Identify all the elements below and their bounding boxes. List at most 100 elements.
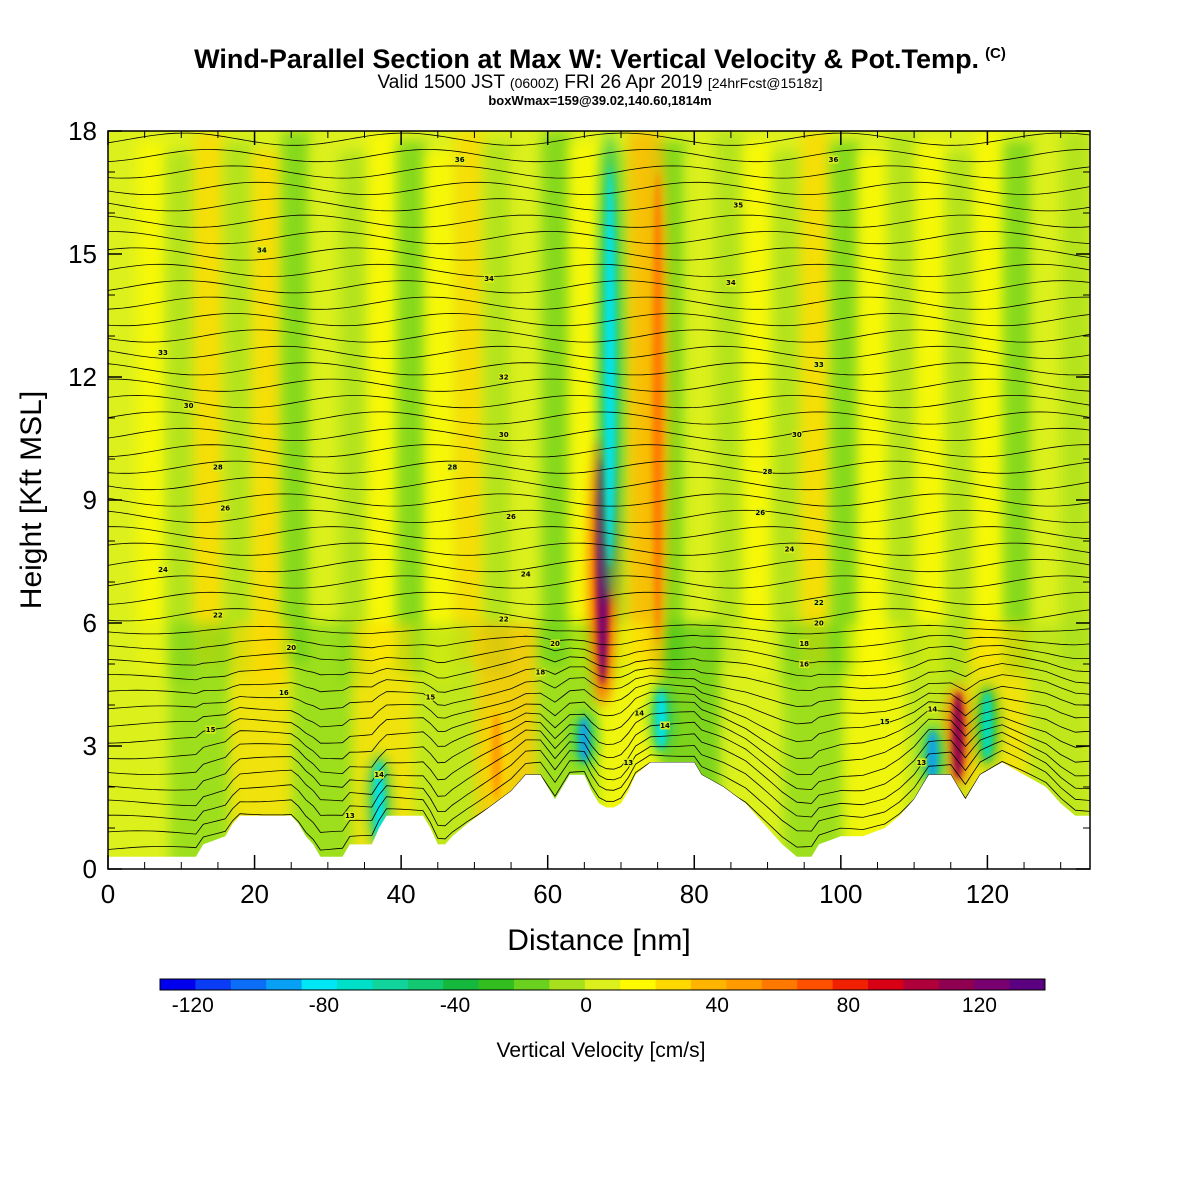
theta-label-bg (498, 373, 509, 381)
theta-label: 22 (213, 611, 223, 619)
colorbar-swatch (832, 979, 869, 990)
theta-label-bg (183, 401, 194, 410)
theta-contour (108, 198, 1090, 212)
velocity-band (1061, 131, 1090, 664)
theta-label-bg (344, 811, 355, 820)
theta-contour (108, 653, 1090, 681)
theta-label-bg (205, 725, 216, 734)
colorbar-tick-label: -40 (440, 994, 470, 1017)
theta-label-bg (157, 348, 168, 357)
forecast-info: [24hrFcst@1518z] (707, 75, 823, 91)
theta-contour (108, 674, 1090, 710)
theta-label: 14 (634, 710, 644, 718)
theta-contour (108, 701, 1090, 760)
chart-title: Wind-Parallel Section at Max W: Vertical… (0, 44, 1200, 75)
x-tick-label: 20 (240, 879, 269, 909)
theta-label-bg (784, 545, 795, 554)
theta-contour (108, 740, 1090, 821)
theta-label-bg (286, 643, 297, 652)
theta-contour (108, 378, 1090, 392)
velocity-cell-core (656, 689, 667, 749)
theta-contour (108, 411, 1090, 425)
colorbar-swatch (195, 979, 232, 990)
theta-contour (108, 634, 1090, 650)
velocity-band (830, 141, 860, 674)
theta-contour (108, 682, 1090, 728)
theta-label: 15 (206, 726, 216, 734)
theta-contour (108, 395, 1090, 409)
velocity-cell-core (374, 761, 385, 842)
theta-contour (108, 280, 1090, 294)
theta-label: 13 (917, 759, 927, 767)
colorbar-swatch (620, 979, 657, 990)
colorbar-swatch (903, 979, 940, 990)
colorbar-swatch (797, 979, 834, 990)
theta-label: 28 (213, 464, 223, 472)
theta-contour (108, 575, 1090, 589)
theta-label: 18 (535, 669, 545, 677)
theta-label-bg (256, 245, 267, 254)
theta-label-bg (157, 565, 168, 574)
theta-label-bg (278, 688, 289, 697)
theta-label-bg (535, 668, 546, 677)
theta-label-bg (755, 508, 766, 517)
velocity-band (136, 141, 167, 674)
velocity-band (483, 141, 514, 674)
theta-contour (108, 329, 1090, 343)
theta-contour (108, 509, 1090, 523)
theta-label: 22 (814, 599, 824, 607)
velocity-band (252, 151, 283, 684)
theta-label: 15 (426, 693, 436, 701)
colorbar-swatch (691, 979, 727, 990)
theta-contour (108, 691, 1090, 744)
theta-label: 24 (785, 546, 795, 554)
velocity-band (310, 141, 341, 674)
theta-label-bg (447, 463, 458, 472)
theta-contour (108, 761, 1090, 851)
theta-contour (108, 313, 1090, 327)
theta-label-bg (813, 360, 824, 369)
velocity-band (858, 151, 889, 684)
theta-label: 34 (257, 246, 267, 254)
y-tick-label: 12 (68, 362, 97, 392)
theta-label: 14 (660, 722, 670, 730)
velocity-band (974, 131, 1005, 664)
theta-contour (108, 117, 1090, 129)
theta-contour (108, 132, 1090, 146)
colorbar-swatch (549, 979, 586, 990)
theta-contour (108, 542, 1090, 556)
theta-label-bg (212, 463, 223, 472)
theta-contour (108, 427, 1090, 441)
colorbar-swatch (372, 979, 409, 990)
terrain (108, 762, 1090, 869)
velocity-band (512, 151, 543, 684)
velocity-band (772, 151, 803, 684)
theta-contour (108, 559, 1090, 573)
theta-label: 16 (799, 661, 809, 669)
theta-label-bg (374, 770, 385, 779)
colorbar-tick-label: -120 (172, 994, 214, 1017)
velocity-band (714, 131, 745, 664)
theta-contour (108, 721, 1090, 791)
theta-label-bg (733, 200, 744, 209)
theta-label: 13 (623, 759, 633, 767)
velocity-cell-core (982, 690, 993, 761)
theta-contour (108, 663, 1090, 695)
theta-label-bg (813, 598, 824, 607)
colorbar-swatch (974, 979, 1011, 990)
theta-contour (108, 526, 1090, 540)
valid-date: FRI 26 Apr 2019 (564, 72, 703, 93)
theta-label: 34 (484, 275, 494, 283)
theta-label-bg (484, 274, 495, 283)
colorbar-tick-label: 80 (837, 994, 860, 1017)
theta-label: 30 (792, 431, 802, 439)
x-tick-label: 0 (101, 879, 115, 909)
theta-label: 26 (506, 513, 516, 521)
theta-contour (108, 608, 1090, 622)
theta-label-bg (828, 155, 839, 164)
y-tick-label: 3 (83, 731, 97, 761)
velocity-band (108, 131, 138, 664)
theta-contour (108, 214, 1090, 228)
theta-label: 26 (220, 505, 230, 513)
